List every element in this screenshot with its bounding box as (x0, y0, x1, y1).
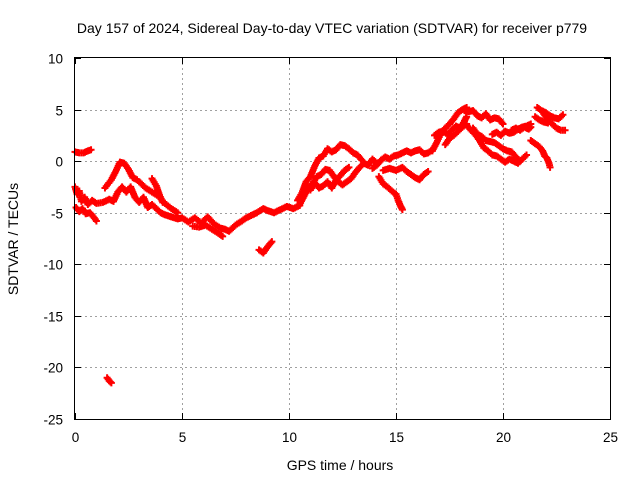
x-tick-label: 15 (389, 430, 404, 445)
data-point (398, 206, 406, 214)
data-point (106, 378, 114, 386)
data-segment (71, 183, 304, 235)
x-tick-label: 20 (496, 430, 511, 445)
data-point (424, 167, 432, 175)
data-point (561, 126, 569, 134)
data-point (357, 155, 365, 163)
data-segment (469, 124, 524, 165)
y-tick-label: -15 (43, 310, 63, 325)
x-tick-label: 10 (282, 430, 297, 445)
data-segment (71, 146, 95, 157)
data-segment (379, 163, 432, 184)
data-point (174, 209, 182, 217)
data-point (498, 119, 506, 127)
data-point (92, 217, 100, 225)
data-point (499, 120, 507, 128)
data-segment (294, 141, 366, 204)
data-segment (375, 173, 406, 214)
data-segment (368, 146, 436, 172)
data-segment (460, 107, 507, 128)
data-point (267, 239, 275, 247)
data-segment (540, 110, 569, 134)
grid (75, 58, 610, 419)
data-segment (72, 204, 100, 225)
data-segment (255, 238, 276, 257)
plot-frame (74, 57, 611, 420)
chart-title: Day 157 of 2024, Sidereal Day-to-day VTE… (77, 20, 587, 36)
x-tick-label: 25 (603, 430, 618, 445)
y-axis-label: SDTVAR / TECUs (5, 183, 21, 295)
data-point (527, 123, 535, 131)
x-tick-label: 0 (72, 430, 80, 445)
y-tick-label: -5 (51, 207, 63, 222)
data-point (107, 379, 115, 387)
data-point (526, 124, 534, 132)
y-tick-label: -10 (43, 258, 63, 273)
x-axis-label: GPS time / hours (287, 457, 394, 473)
data-points (71, 104, 569, 387)
y-tick-label: -20 (43, 361, 63, 376)
data-point (559, 111, 567, 119)
data-point (159, 198, 167, 206)
y-tick-label: 10 (48, 52, 63, 67)
data-point (87, 146, 95, 154)
data-point (133, 176, 141, 184)
data-point (219, 232, 227, 240)
data-segment (189, 221, 227, 240)
data-segment (527, 137, 554, 171)
data-segment (531, 113, 552, 127)
data-segment (306, 163, 353, 194)
data-point (516, 157, 524, 165)
x-tick-label: 5 (179, 430, 187, 445)
y-tick-label: 0 (55, 155, 63, 170)
data-point (546, 163, 554, 171)
data-point (523, 151, 531, 159)
y-tick-label: -25 (43, 413, 63, 428)
data-segment (101, 158, 141, 192)
data-segment (508, 123, 535, 134)
y-tick-label: 5 (55, 104, 63, 119)
data-point (358, 156, 366, 164)
data-point (544, 119, 552, 127)
data-point (268, 238, 276, 246)
data-point (345, 163, 353, 171)
data-segment (103, 374, 115, 387)
data-segment (148, 175, 167, 206)
